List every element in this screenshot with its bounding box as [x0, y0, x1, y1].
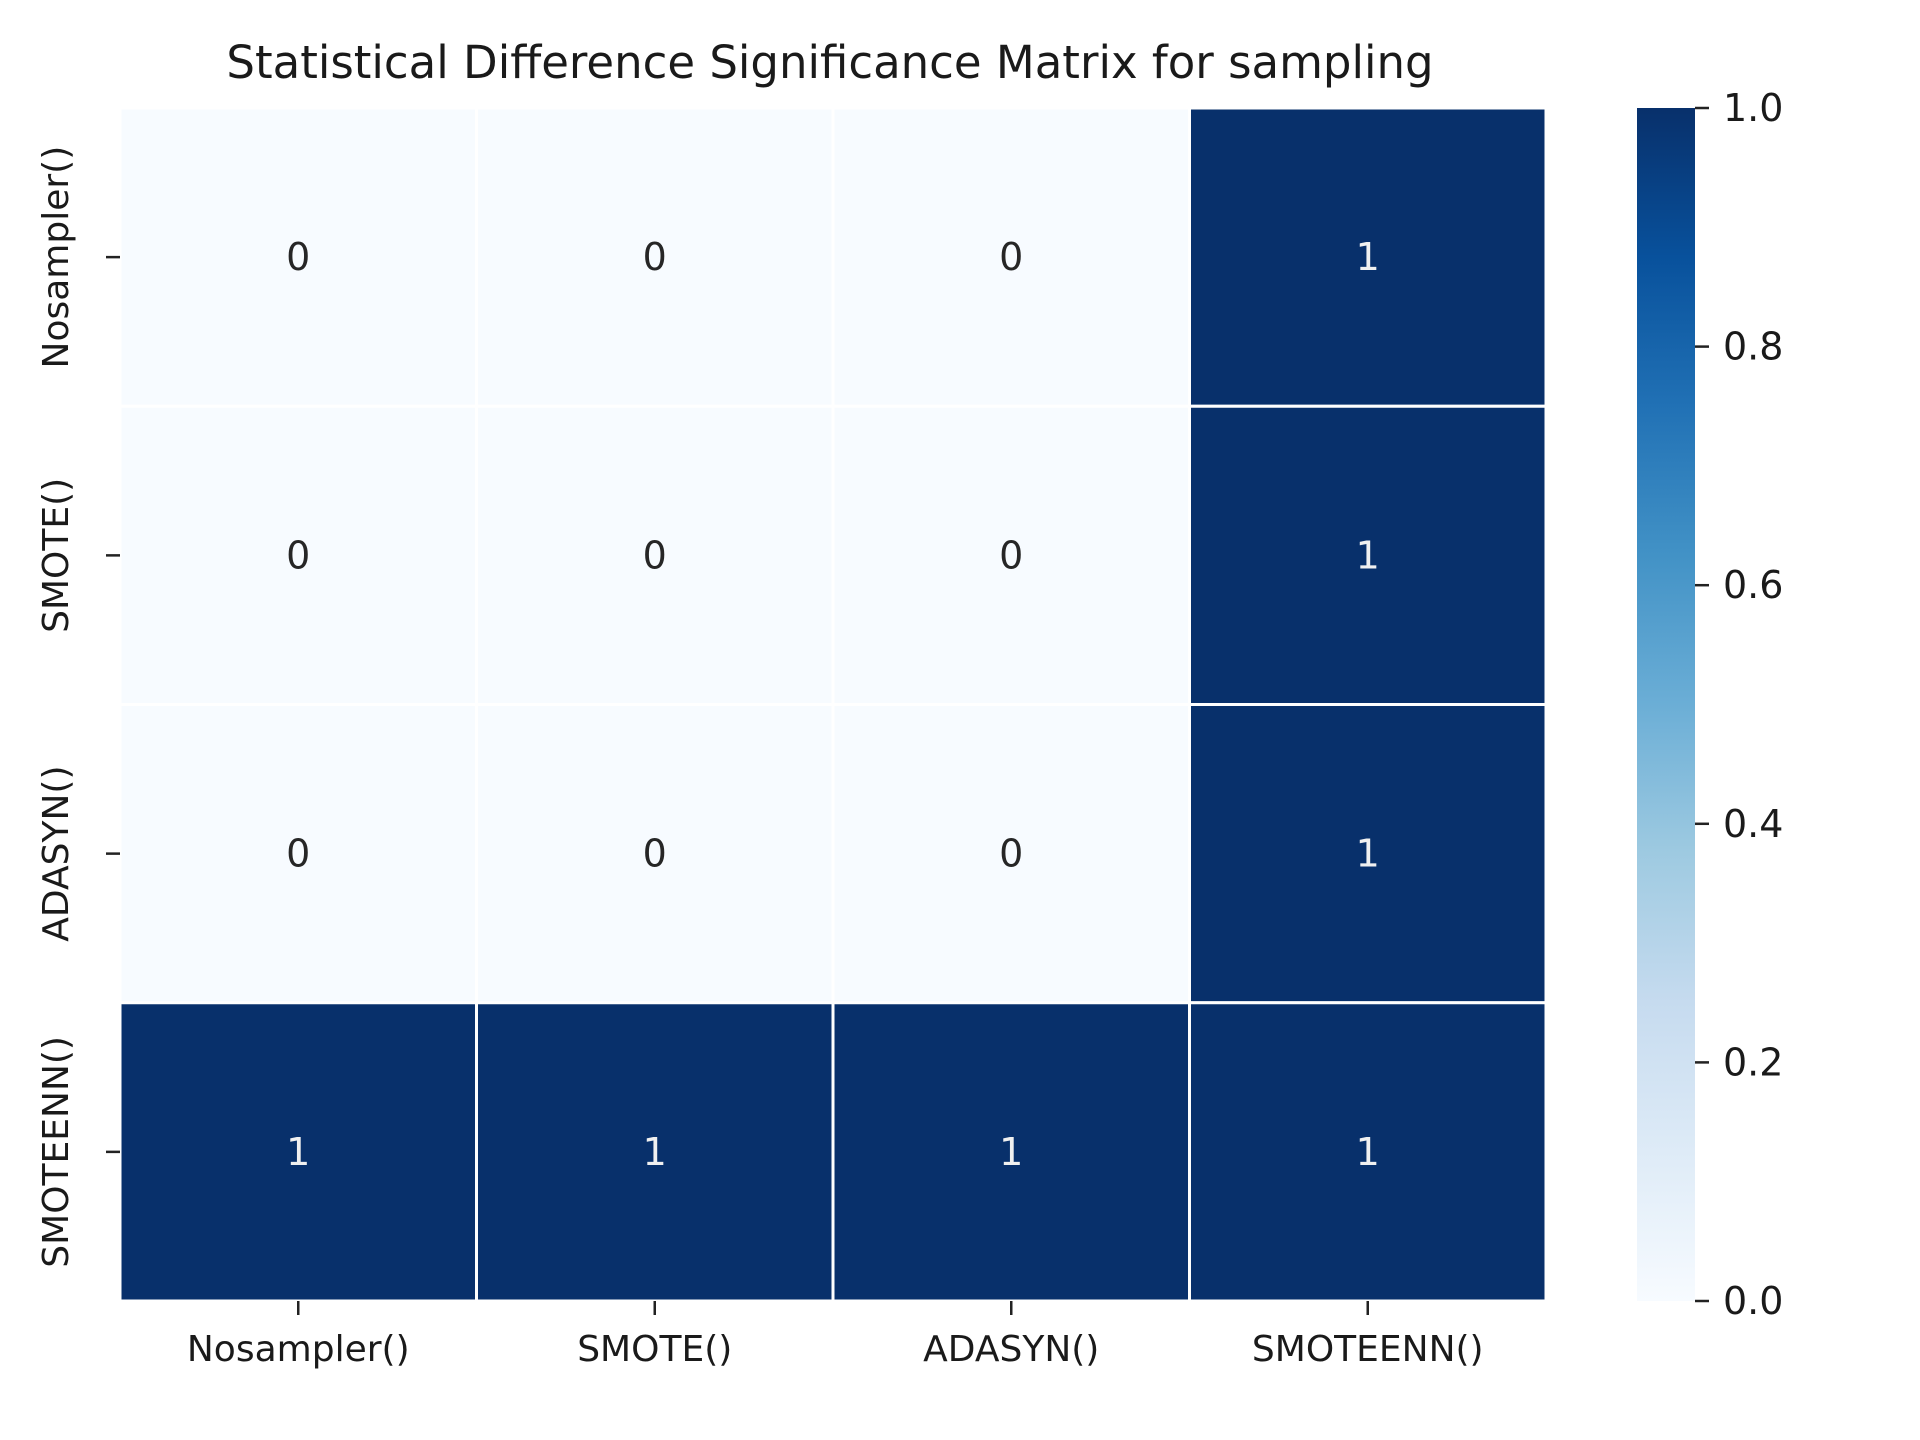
cell-annotation: 0 — [286, 235, 310, 279]
heatmap-cell — [475, 404, 835, 706]
y-tick-label: Nosampler() — [36, 146, 77, 369]
cell-annotation: 1 — [1356, 235, 1380, 279]
heatmap-cell — [1188, 703, 1548, 1005]
heatmap-cell — [831, 106, 1191, 408]
colorbar-tick-label: 0.6 — [1723, 563, 1783, 607]
heatmap-cells — [118, 106, 1548, 1303]
chart-title: Statistical Difference Significance Matr… — [226, 36, 1433, 89]
cell-annotation: 0 — [643, 235, 667, 279]
colorbar — [1637, 108, 1695, 1301]
x-tick-label: SMOTEENN() — [1252, 1329, 1484, 1370]
heatmap-cell — [831, 1001, 1191, 1303]
cell-annotation: 1 — [286, 1130, 310, 1174]
colorbar-tick-label: 0.2 — [1723, 1040, 1783, 1084]
cell-annotation: 1 — [643, 1130, 667, 1174]
colorbar-tick-label: 0.8 — [1723, 325, 1783, 369]
heatmap-cell — [1188, 404, 1548, 706]
x-tick-label: ADASYN() — [923, 1329, 1099, 1370]
heatmap-cell — [475, 106, 835, 408]
y-axis: Nosampler() SMOTE() ADASYN() SMOTEENN() — [36, 146, 120, 1268]
x-tick-label: SMOTE() — [577, 1329, 732, 1370]
y-tick-label: ADASYN() — [36, 766, 77, 942]
heatmap-cell — [118, 1001, 478, 1303]
cell-annotation: 0 — [999, 533, 1023, 577]
cell-annotation: 1 — [999, 1130, 1023, 1174]
cell-annotations: 0 0 0 1 0 0 0 1 0 0 0 1 1 1 1 1 — [286, 235, 1380, 1174]
heatmap-cell — [118, 106, 478, 408]
cell-annotation: 0 — [643, 533, 667, 577]
colorbar-gradient — [1637, 108, 1695, 1301]
colorbar-tick-label: 1.0 — [1723, 86, 1783, 130]
cell-annotation: 1 — [1356, 832, 1380, 876]
cell-annotation: 0 — [643, 832, 667, 876]
colorbar-tick-label: 0.0 — [1723, 1279, 1783, 1323]
y-tick-label: SMOTEENN() — [36, 1036, 77, 1268]
cell-annotation: 1 — [1356, 533, 1380, 577]
heatmap-cell — [475, 1001, 835, 1303]
heatmap-cell — [118, 404, 478, 706]
cell-annotation: 1 — [1356, 1130, 1380, 1174]
heatmap-cell — [475, 703, 835, 1005]
x-tick-label: Nosampler() — [187, 1329, 410, 1370]
heatmap-cell — [1188, 1001, 1548, 1303]
colorbar-ticks: 0.0 0.2 0.4 0.6 0.8 1.0 — [1695, 86, 1783, 1323]
cell-annotation: 0 — [999, 235, 1023, 279]
heatmap-cell — [1188, 106, 1548, 408]
cell-annotation: 0 — [286, 533, 310, 577]
cell-annotation: 0 — [286, 832, 310, 876]
colorbar-tick-label: 0.4 — [1723, 802, 1783, 846]
y-tick-label: SMOTE() — [36, 478, 77, 633]
x-axis: Nosampler() SMOTE() ADASYN() SMOTEENN() — [187, 1301, 1484, 1370]
cell-annotation: 0 — [999, 832, 1023, 876]
